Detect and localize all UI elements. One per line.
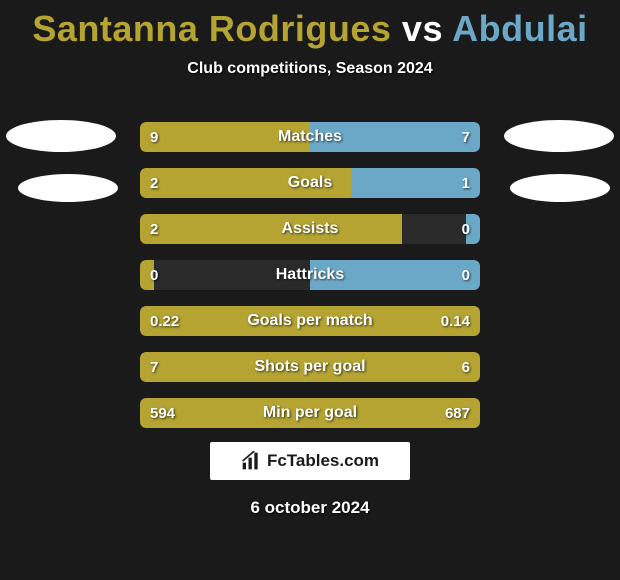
- stat-value-left: 2: [150, 168, 158, 198]
- stat-label: Assists: [140, 214, 480, 244]
- player1-name: Santanna Rodrigues: [32, 8, 391, 49]
- stat-label: Shots per goal: [140, 352, 480, 382]
- stat-value-right: 0: [462, 260, 470, 290]
- stat-value-left: 2: [150, 214, 158, 244]
- fctables-logo: FcTables.com: [210, 442, 410, 480]
- player2-avatar-placeholder-2: [510, 174, 610, 202]
- logo-text: FcTables.com: [267, 451, 379, 471]
- stat-value-left: 7: [150, 352, 158, 382]
- vs-separator: vs: [391, 8, 452, 49]
- stat-row: Assists2 0: [140, 214, 480, 244]
- stat-value-right: 0.14: [441, 306, 470, 336]
- comparison-title: Santanna Rodrigues vs Abdulai: [0, 0, 620, 50]
- stat-value-left: 594: [150, 398, 175, 428]
- stat-row: Hattricks0 0: [140, 260, 480, 290]
- stat-value-right: 687: [445, 398, 470, 428]
- stat-label: Min per goal: [140, 398, 480, 428]
- stats-container: Matches97Goals21Assists20Hattricks00Goal…: [140, 122, 480, 444]
- stat-value-left: 0.22: [150, 306, 179, 336]
- stat-value-right: 0: [462, 214, 470, 244]
- stat-value-right: 7: [462, 122, 470, 152]
- stat-label: Hattricks: [140, 260, 480, 290]
- player2-avatar-placeholder: [504, 120, 614, 152]
- date: 6 october 2024: [0, 498, 620, 518]
- player2-name: Abdulai: [452, 8, 588, 49]
- stat-value-left: 0: [150, 260, 158, 290]
- stat-value-right: 6: [462, 352, 470, 382]
- stat-value-left: 9: [150, 122, 158, 152]
- stat-row: Shots per goal7 6: [140, 352, 480, 382]
- stat-row: Matches9 7: [140, 122, 480, 152]
- stat-label: Goals per match: [140, 306, 480, 336]
- stat-row: Goals per match0.22 0.14: [140, 306, 480, 336]
- subtitle: Club competitions, Season 2024: [0, 60, 620, 78]
- stat-label: Goals: [140, 168, 480, 198]
- stat-value-right: 1: [462, 168, 470, 198]
- player1-avatar-placeholder: [6, 120, 116, 152]
- stat-label: Matches: [140, 122, 480, 152]
- player1-avatar-placeholder-2: [18, 174, 118, 202]
- stat-row: Goals2 1: [140, 168, 480, 198]
- chart-icon: [241, 451, 261, 471]
- stat-row: Min per goal594 687: [140, 398, 480, 428]
